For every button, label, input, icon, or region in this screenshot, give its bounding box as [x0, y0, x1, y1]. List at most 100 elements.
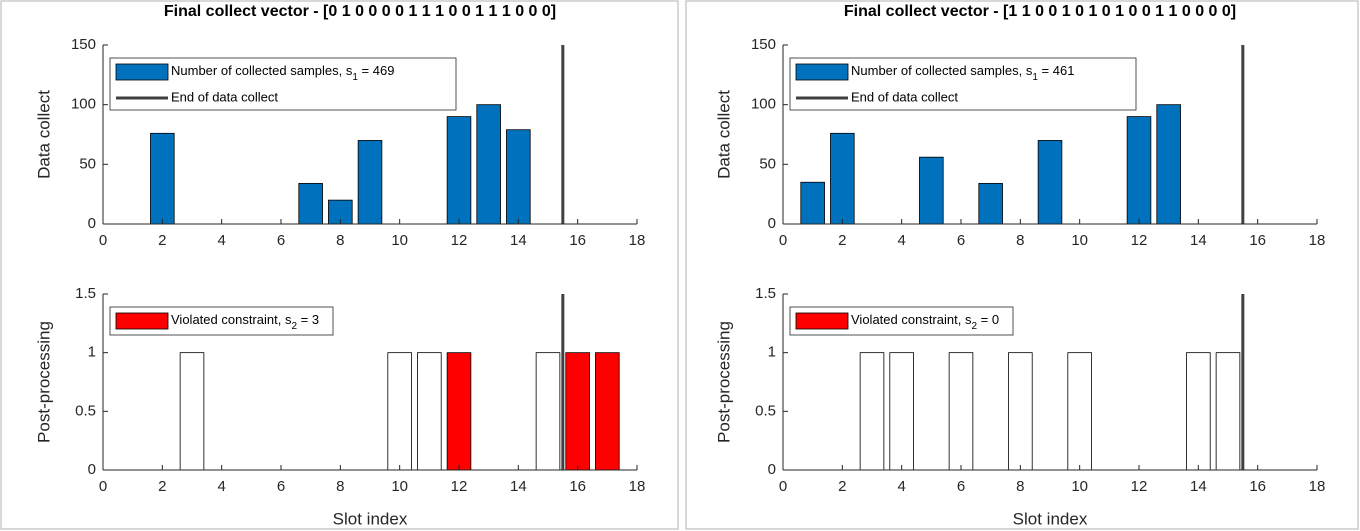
bar — [387, 352, 412, 471]
x-tick-label: 4 — [897, 478, 905, 495]
y-tick-label: 150 — [751, 36, 776, 53]
y-tick-label: 0.5 — [755, 402, 776, 419]
legend-label-sub: 1 — [1032, 72, 1038, 83]
bar — [298, 183, 323, 225]
bar — [800, 181, 825, 225]
y-tick-label: 1 — [88, 344, 96, 361]
x-tick-label: 18 — [629, 232, 646, 249]
bar — [535, 352, 561, 471]
bar — [919, 156, 944, 225]
x-tick-label: 18 — [1309, 232, 1326, 249]
bar — [595, 352, 620, 471]
bar — [859, 352, 885, 471]
x-tick-label: 14 — [1190, 478, 1207, 495]
y-tick-label: 0 — [768, 215, 776, 232]
x-tick-label: 2 — [838, 478, 846, 495]
legend-label-sub: 2 — [971, 321, 977, 332]
legend-swatch — [795, 63, 849, 81]
bar — [565, 352, 590, 471]
legend-label-suffix: = 3 — [297, 312, 319, 327]
x-tick-label: 10 — [1071, 232, 1088, 249]
bar — [179, 352, 205, 471]
x-tick-label: 18 — [629, 478, 646, 495]
x-tick-label: 10 — [391, 478, 408, 495]
y-tick-label: 1 — [768, 344, 776, 361]
x-axis-label: Slot index — [333, 509, 408, 528]
x-tick-label: 4 — [217, 232, 225, 249]
bar — [1008, 352, 1033, 471]
x-tick-label: 0 — [779, 232, 787, 249]
y-tick-label: 0 — [88, 215, 96, 232]
y-tick-label: 1.5 — [755, 285, 776, 302]
bar — [889, 352, 914, 471]
x-axis-label: Slot index — [1013, 509, 1088, 528]
bar — [506, 129, 531, 225]
bar — [1215, 352, 1241, 471]
panel-frame — [0, 0, 679, 530]
bar — [476, 104, 501, 225]
x-tick-label: 8 — [336, 232, 344, 249]
y-axis-label: Data collect — [714, 90, 733, 179]
x-tick-label: 8 — [336, 478, 344, 495]
bar — [150, 132, 175, 225]
legend-label-suffix: = 461 — [1038, 63, 1075, 78]
y-axis-label: Post-processing — [714, 321, 733, 443]
panel-frame — [685, 0, 1359, 530]
legend-label-name: Violated constraint, s — [851, 312, 972, 327]
bar — [1126, 116, 1152, 225]
bar — [1067, 352, 1092, 471]
y-axis-label: Data collect — [34, 90, 53, 179]
bar — [357, 140, 383, 225]
x-tick-label: 2 — [158, 232, 166, 249]
legend-swatch — [115, 312, 169, 330]
x-tick-label: 18 — [1309, 478, 1326, 495]
legend-label: Number of collected samples, s1 = 461 — [851, 63, 1074, 82]
x-tick-label: 6 — [277, 478, 285, 495]
legend-label-name: Violated constraint, s — [171, 312, 292, 327]
x-tick-label: 14 — [510, 478, 527, 495]
legend-label-name: Number of collected samples, s — [851, 63, 1033, 78]
y-tick-label: 0 — [88, 461, 96, 478]
x-tick-label: 16 — [569, 478, 586, 495]
chart-title: Final collect vector - [0 1 0 0 0 0 1 1 … — [164, 3, 556, 20]
x-tick-label: 16 — [569, 232, 586, 249]
bar — [830, 132, 855, 225]
x-tick-label: 8 — [1016, 232, 1024, 249]
x-tick-label: 8 — [1016, 478, 1024, 495]
legend-label-suffix: = 469 — [358, 63, 395, 78]
y-tick-label: 50 — [759, 155, 776, 172]
legend-label-sub: 1 — [352, 72, 358, 83]
x-tick-label: 4 — [217, 478, 225, 495]
x-tick-label: 14 — [1190, 232, 1207, 249]
bar — [978, 183, 1003, 225]
x-tick-label: 12 — [1131, 232, 1148, 249]
y-tick-label: 50 — [79, 155, 96, 172]
x-tick-label: 16 — [1249, 478, 1266, 495]
bar — [446, 116, 472, 225]
legend-swatch — [795, 312, 849, 330]
x-tick-label: 10 — [391, 232, 408, 249]
legend-label-sub: 2 — [291, 321, 297, 332]
chart-title: Final collect vector - [1 1 0 0 1 0 1 0 … — [844, 3, 1236, 20]
x-tick-label: 0 — [99, 478, 107, 495]
y-tick-label: 0 — [768, 461, 776, 478]
x-tick-label: 12 — [1131, 478, 1148, 495]
bar — [446, 352, 472, 471]
x-tick-label: 6 — [957, 478, 965, 495]
bar — [1186, 352, 1211, 471]
bar — [948, 352, 974, 471]
x-tick-label: 2 — [838, 232, 846, 249]
legend-swatch — [115, 63, 169, 81]
x-tick-label: 2 — [158, 478, 166, 495]
x-tick-label: 0 — [779, 478, 787, 495]
y-axis-label: Post-processing — [34, 321, 53, 443]
y-tick-label: 0.5 — [75, 402, 96, 419]
x-tick-label: 16 — [1249, 232, 1266, 249]
y-tick-label: 1.5 — [75, 285, 96, 302]
y-tick-label: 100 — [71, 96, 96, 113]
legend-label: End of data collect — [171, 89, 278, 104]
legend-label-suffix: = 0 — [977, 312, 999, 327]
legend-label: Violated constraint, s2 = 0 — [851, 312, 999, 331]
bar — [1156, 104, 1181, 225]
x-tick-label: 6 — [957, 232, 965, 249]
